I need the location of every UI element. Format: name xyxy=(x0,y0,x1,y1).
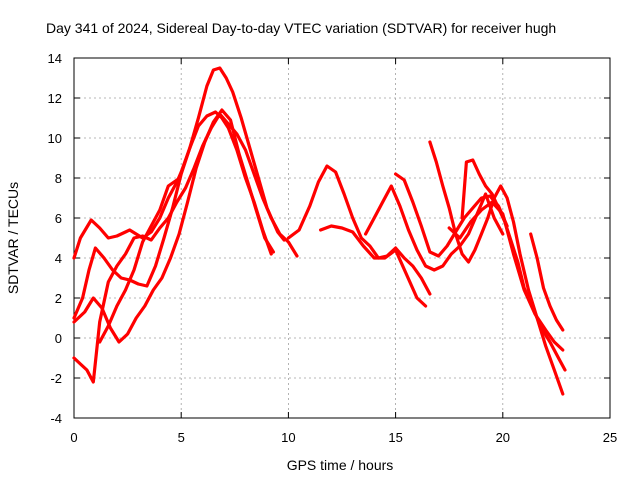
satellite-trace-8 xyxy=(364,184,505,272)
x-tick-label: 5 xyxy=(178,430,185,445)
plot-frame xyxy=(73,57,611,419)
y-tick-label: 14 xyxy=(48,51,62,66)
x-tick-label: 0 xyxy=(70,430,77,445)
y-tick-label: -2 xyxy=(50,371,62,386)
y-tick-label: 2 xyxy=(55,291,62,306)
y-axis-label: SDTVAR / TECUs xyxy=(5,182,21,294)
satellite-trace-3 xyxy=(72,112,299,384)
y-tick-label: -4 xyxy=(50,411,62,426)
satellite-trace-12 xyxy=(447,200,565,352)
chart-title: Day 341 of 2024, Sidereal Day-to-day VTE… xyxy=(46,20,556,36)
axis-ticks: 0 5 10 15 20 25 -4 -2 0 2 4 6 8 10 12 14 xyxy=(48,51,618,445)
x-tick-label: 10 xyxy=(281,430,295,445)
satellite-trace-1 xyxy=(72,110,273,260)
y-tick-label: 6 xyxy=(55,211,62,226)
y-tick-label: 10 xyxy=(48,131,62,146)
satellite-trace-6 xyxy=(286,164,432,296)
x-axis-label: GPS time / hours xyxy=(287,457,394,473)
x-tick-label: 20 xyxy=(496,430,510,445)
y-tick-label: 12 xyxy=(48,91,62,106)
satellite-trace-5 xyxy=(98,178,179,344)
y-tick-label: 8 xyxy=(55,171,62,186)
satellite-trace-2 xyxy=(72,66,286,320)
y-tick-label: 0 xyxy=(55,331,62,346)
satellite-trace-13 xyxy=(529,232,565,332)
y-tick-label: 4 xyxy=(55,251,62,266)
x-tick-label: 15 xyxy=(388,430,402,445)
satellite-trace-9 xyxy=(394,172,509,258)
x-tick-label: 25 xyxy=(603,430,617,445)
satellite-trace-10 xyxy=(428,140,565,396)
series-group xyxy=(72,66,567,396)
satellite-trace-11 xyxy=(460,158,567,372)
satellite-trace-7 xyxy=(319,224,428,308)
